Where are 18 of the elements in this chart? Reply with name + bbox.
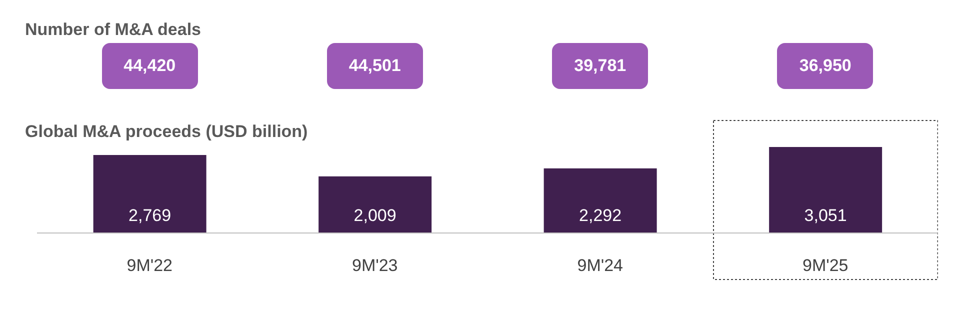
text: 44,501 [326, 43, 423, 89]
bar [318, 176, 432, 233]
x-tick-label: 9M'25 [802, 256, 848, 276]
bar [769, 147, 882, 233]
text: 36,950 [777, 43, 874, 89]
data-label: 3,051 [804, 206, 847, 225]
data-label: 2,769 [128, 206, 172, 225]
x-tick-label: 9M'24 [577, 256, 624, 276]
bar [544, 168, 657, 233]
chart-subtitle: Global M&A proceeds (USD billion) [25, 122, 308, 142]
text: 44,420 [102, 43, 198, 89]
chart-title: Number of M&A deals [25, 20, 202, 40]
data-label: 2,292 [579, 206, 622, 225]
x-tick-label: 9M'22 [126, 256, 173, 276]
bar [93, 154, 206, 233]
x-tick-label: 9M'23 [352, 256, 398, 276]
data-label: 2,009 [354, 206, 396, 225]
text: 39,781 [552, 43, 648, 89]
